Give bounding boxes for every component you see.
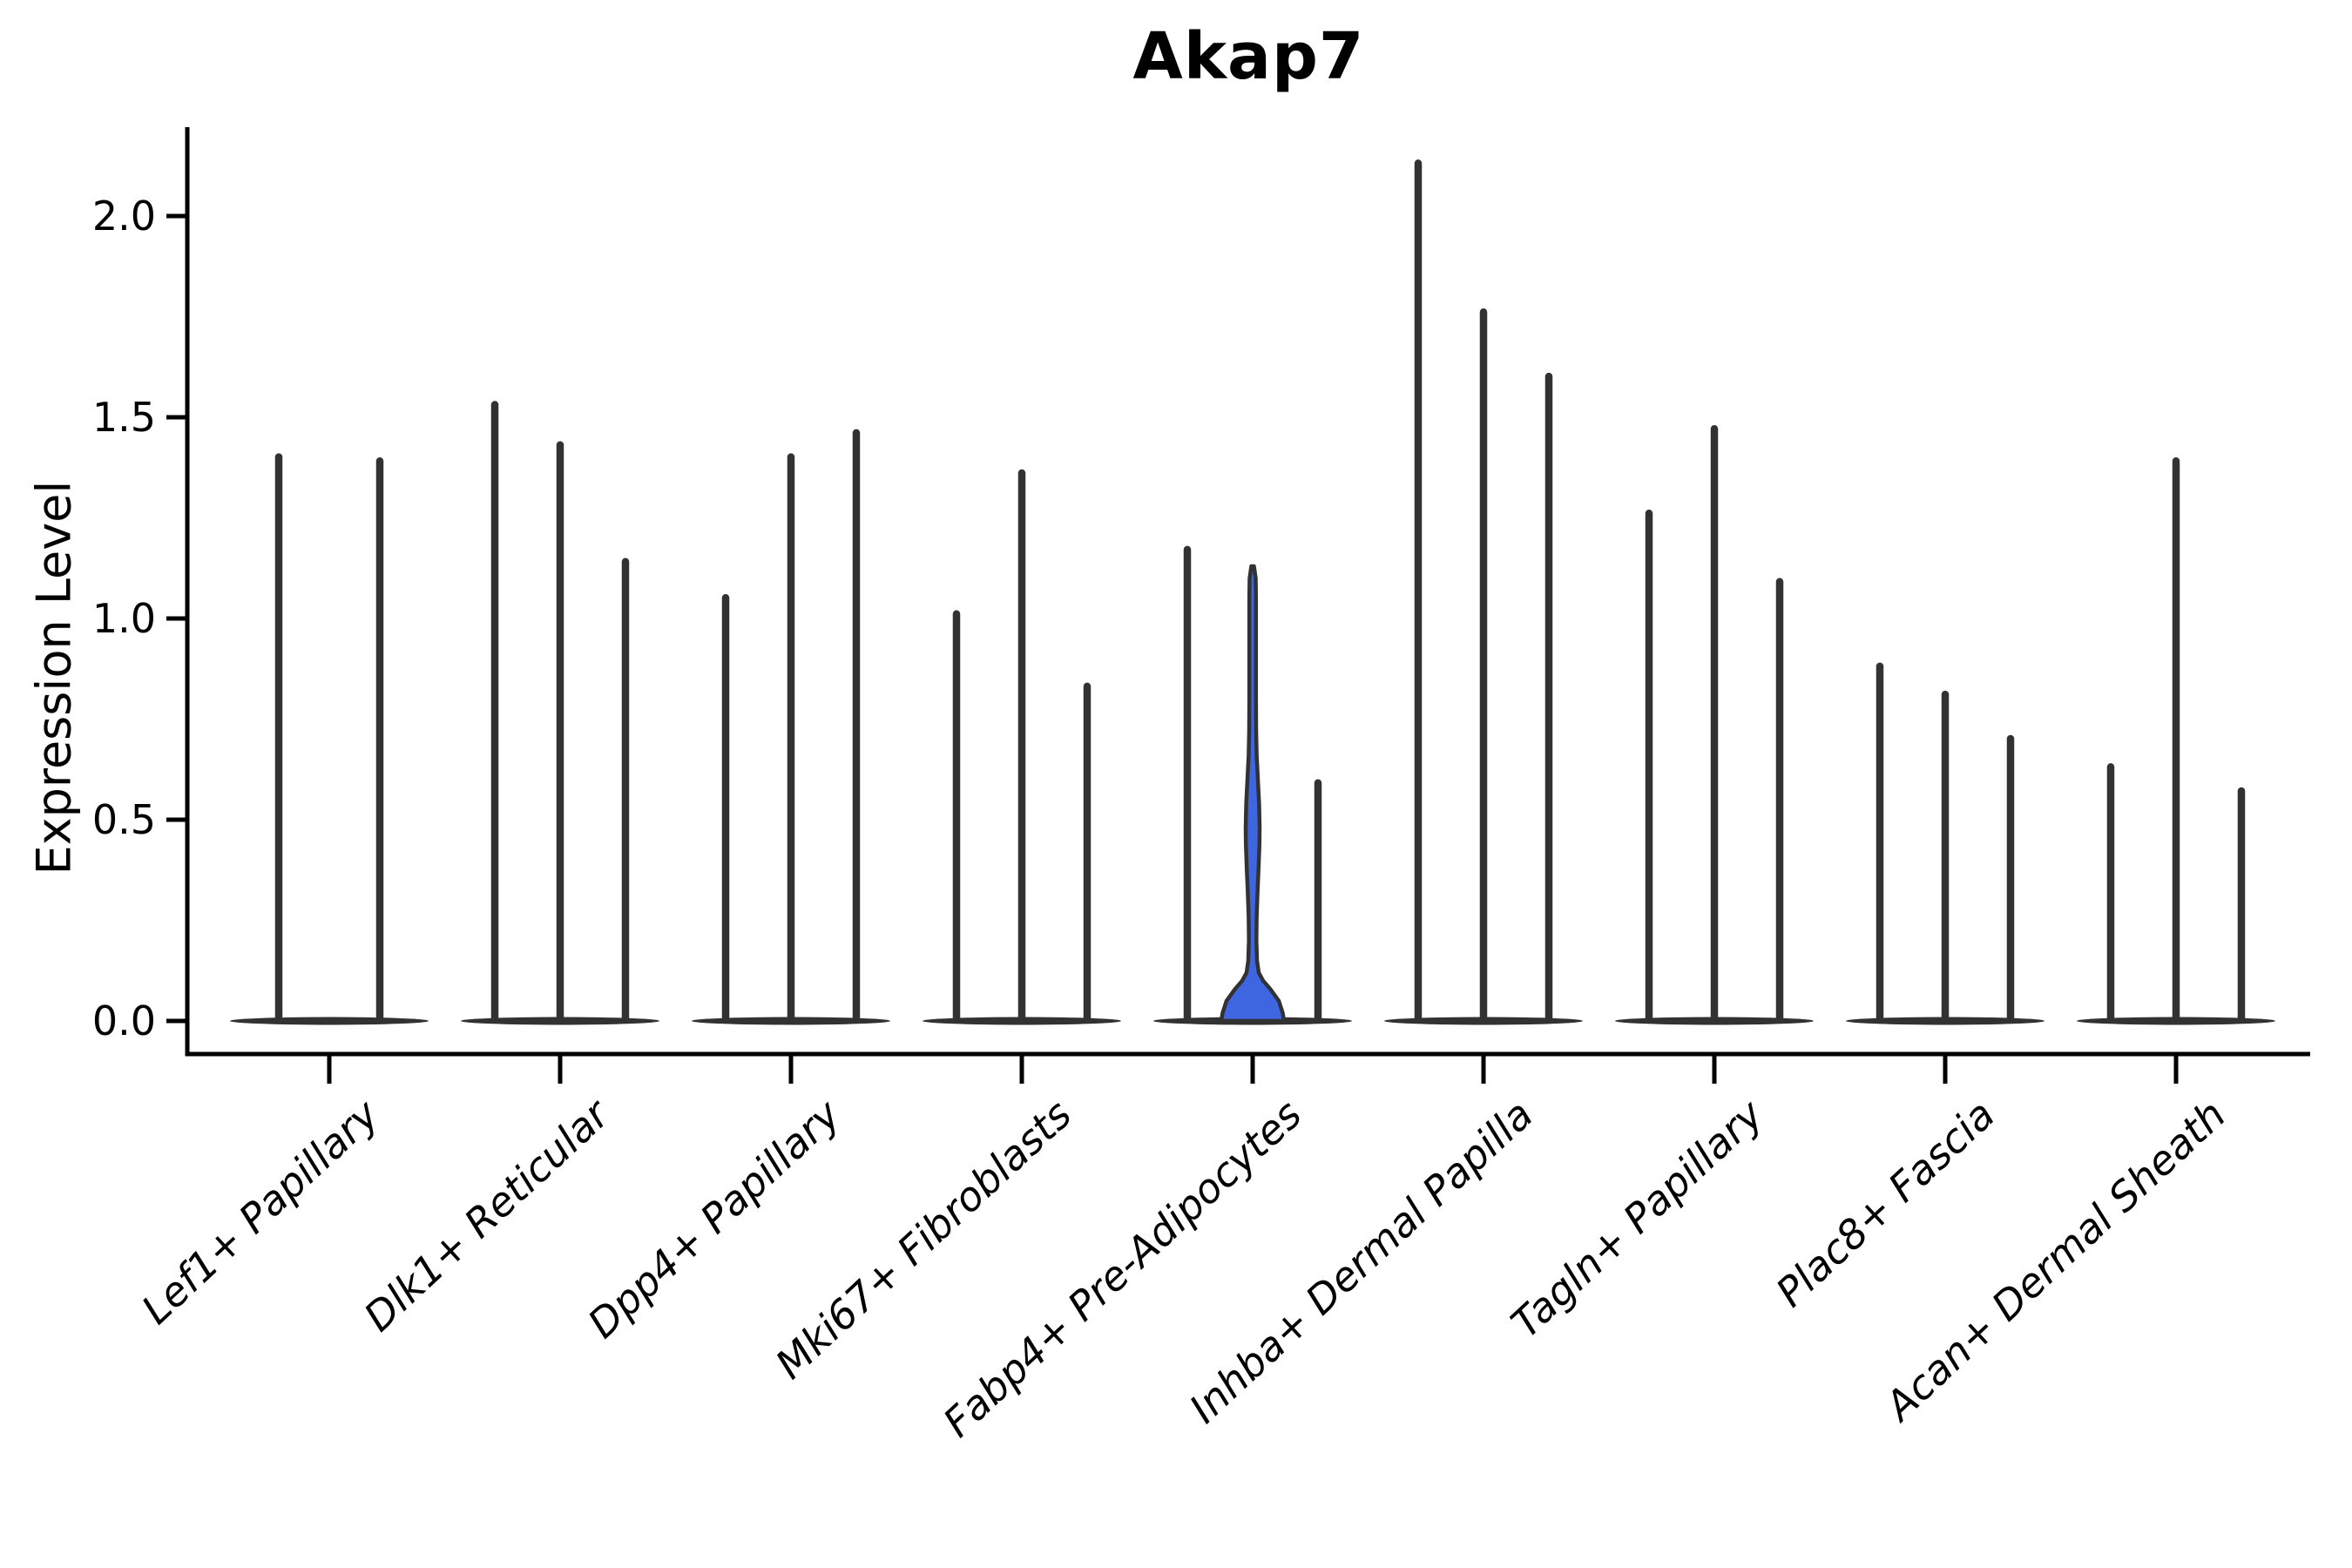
y-tick-label: 2.0 [91,193,156,240]
chart-title: Akap7 [1132,19,1365,94]
y-tick-label: 1.0 [91,595,156,642]
y-tick-label: 0.5 [91,796,156,843]
highlight-violin [1219,564,1287,1024]
y-tick-label: 1.5 [91,394,156,441]
violin-baseline [230,1017,429,1025]
y-tick-label: 0.0 [91,997,156,1044]
